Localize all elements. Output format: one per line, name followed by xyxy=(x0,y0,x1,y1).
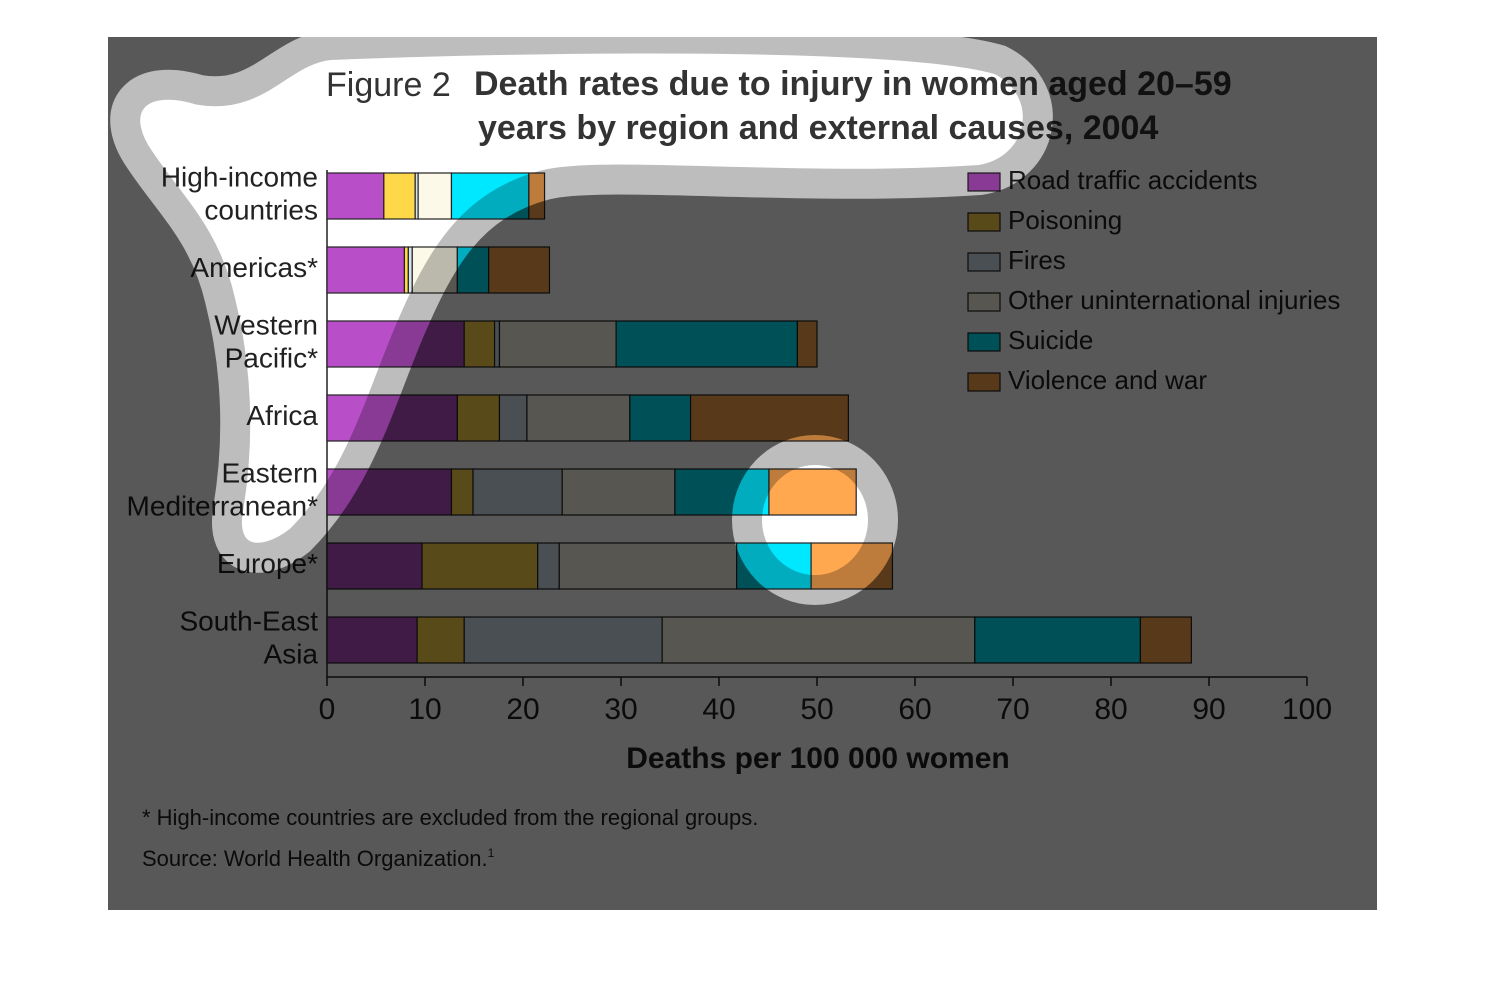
dim-overlay xyxy=(108,37,1377,910)
